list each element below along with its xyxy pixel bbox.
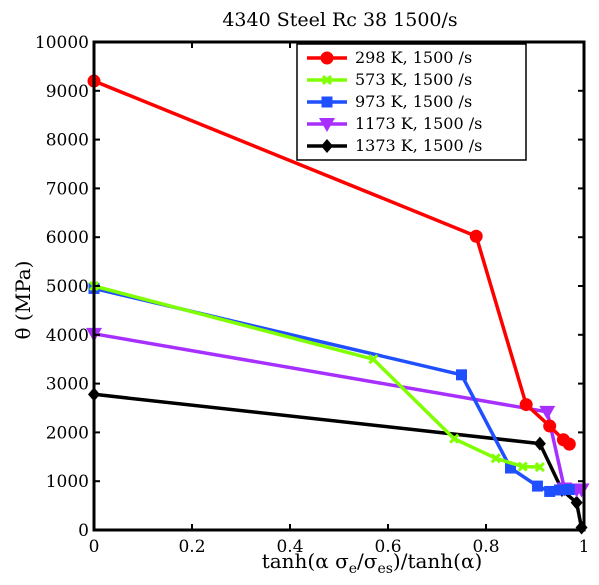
x-tick-label: 0.2 [178,537,205,557]
legend-label: 1373 K, 1500 /s [355,136,482,155]
legend-marker [321,96,333,108]
data-point [562,437,576,451]
data-point [517,461,528,472]
data-point [554,484,565,496]
x-tick-label: 0.6 [374,537,401,557]
legend-item: 973 K, 1500 /s [307,92,472,111]
axis-ticks [93,41,585,531]
legend-marker [320,51,334,65]
data-point [519,398,533,412]
series-0 [87,74,576,451]
x-tick-label: 0 [89,537,100,557]
x-tick-label: 0.8 [472,537,499,557]
legend-item: 1373 K, 1500 /s [307,136,482,155]
y-tick-label: 0 [78,521,89,541]
legend-label: 973 K, 1500 /s [355,92,472,111]
data-point [533,436,546,451]
legend-item: 573 K, 1500 /s [307,70,472,89]
data-point [543,419,557,433]
data-point [563,483,575,495]
data-point [490,453,501,464]
y-tick-label: 3000 [46,375,89,395]
plot-series [86,74,590,535]
y-tick-label: 5000 [46,277,89,297]
y-tick-label: 2000 [46,423,89,443]
data-point [505,462,516,474]
legend-item: 1173 K, 1500 /s [307,114,482,133]
legend-marker [319,118,335,132]
data-point [456,369,467,381]
legend-label: 1173 K, 1500 /s [355,114,482,133]
data-point [575,520,588,535]
x-tick-label: 0.4 [276,537,303,557]
legend-marker [321,139,333,153]
series-line [93,284,540,469]
data-point [531,480,543,492]
x-axis-label: tanh(α σe/σes)/tanh(α) [262,549,483,577]
legend-item: 298 K, 1500 /s [307,48,472,67]
legend-label: 573 K, 1500 /s [355,70,472,89]
y-axis-label: θ (MPa) [11,261,35,340]
x-tick-label: 1 [579,537,590,557]
series-1 [88,280,545,473]
data-point [573,483,590,498]
data-point [539,405,556,420]
data-point [570,495,583,510]
y-tick-label: 4000 [46,326,89,346]
chart-title: 4340 Steel Rc 38 1500/s [222,9,457,31]
y-tick-label: 6000 [46,228,89,248]
data-point [534,461,545,473]
y-tick-label: 10000 [35,33,89,53]
legend-label: 298 K, 1500 /s [355,48,472,67]
series-4 [88,387,588,535]
y-tick-label: 8000 [46,131,89,151]
y-tick-labels: 0 1000 2000 3000 4000 5000 6000 7000 8000 9000 100… [35,33,89,541]
data-point [449,433,460,444]
series-2 [88,282,575,497]
y-tick-label: 1000 [46,472,89,492]
y-tick-label: 7000 [46,179,89,199]
legend: 298 K, 1500 /s 573 K, 1500 /s 973 K, 1500 … [296,43,527,161]
legend-marker [321,74,333,86]
x-tick-labels: 0 0.2 0.4 0.6 0.8 1 [89,537,590,557]
data-point [469,229,483,243]
data-point [368,354,379,365]
data-point [544,485,556,497]
y-tick-label: 9000 [46,82,89,102]
